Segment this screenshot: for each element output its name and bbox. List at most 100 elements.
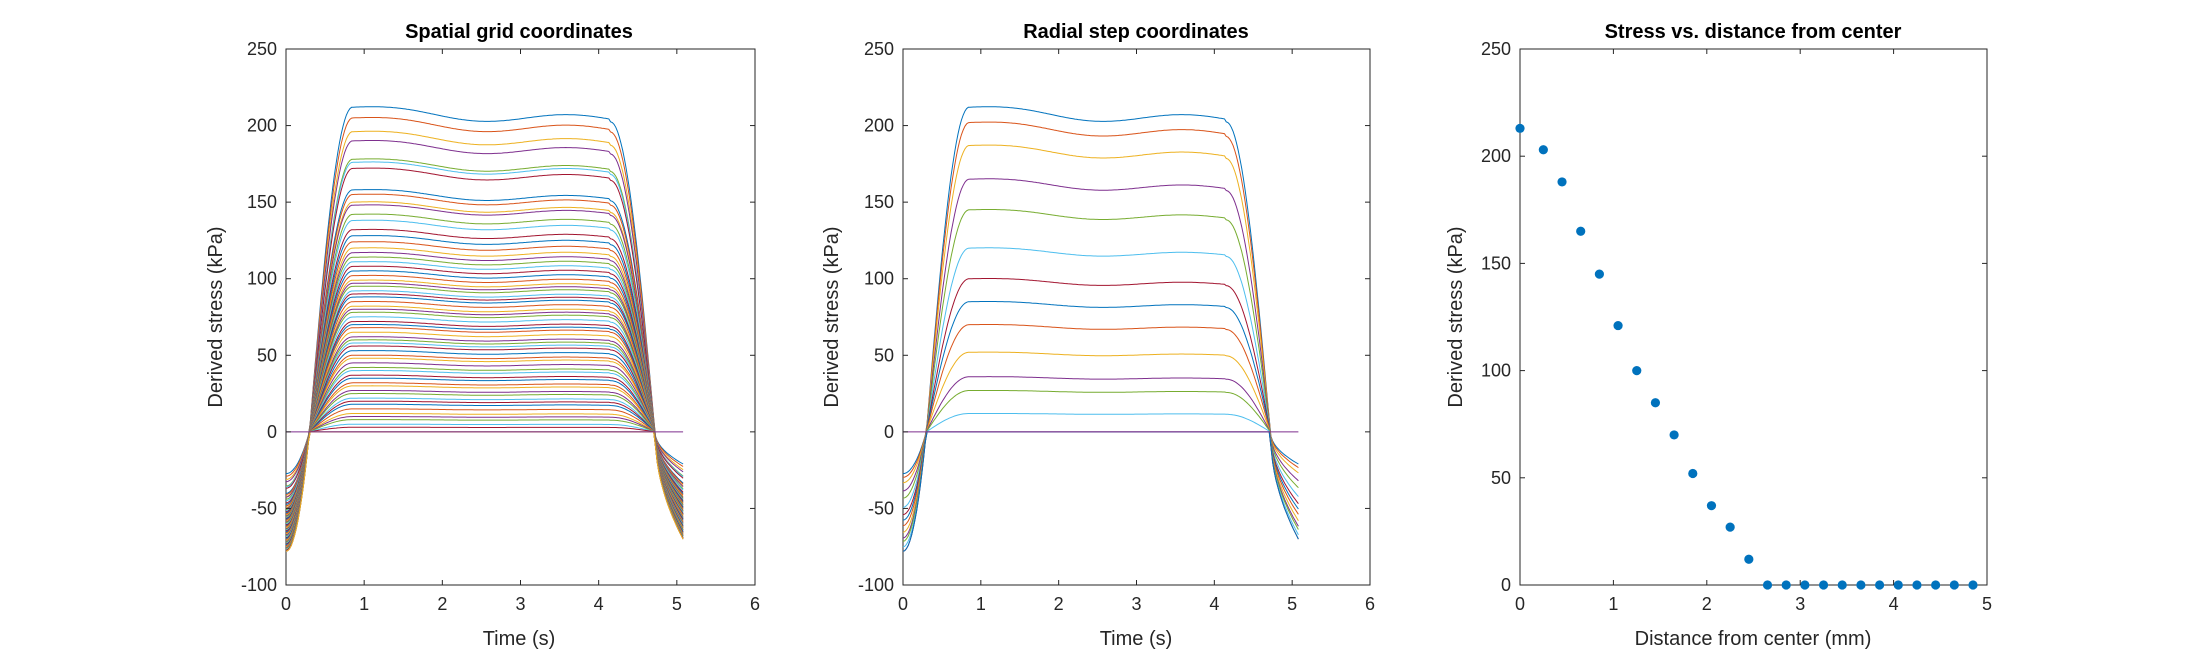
series-line xyxy=(285,228,684,504)
x-tick-label: 2 xyxy=(437,594,447,614)
series-line xyxy=(285,324,684,527)
series-line xyxy=(285,282,684,517)
series-line xyxy=(285,362,684,536)
x-tick-label: 6 xyxy=(1365,594,1375,614)
x-tick-label: 4 xyxy=(1889,594,1899,614)
series-line xyxy=(285,370,684,538)
series-line xyxy=(285,140,684,483)
y-axis-label: Derived stress (kPa) xyxy=(821,226,843,407)
y-tick-label: 50 xyxy=(257,345,277,365)
y-tick-label: 0 xyxy=(1501,575,1511,595)
series-line xyxy=(285,400,684,545)
stress-vs-distance-panel: Stress vs. distance from center 0 1 2 3 4 505… xyxy=(1445,21,1992,650)
series-line xyxy=(285,393,684,543)
x-tick-label: 3 xyxy=(1795,594,1805,614)
y-tick-label: 100 xyxy=(864,269,894,289)
x-tick-label: 2 xyxy=(1054,594,1064,614)
series-line xyxy=(285,397,684,544)
series-line xyxy=(285,167,684,489)
data-point xyxy=(1706,501,1717,511)
series-line xyxy=(285,290,684,519)
y-tick-label: 250 xyxy=(247,39,277,59)
x-axis-label: Distance from center (mm) xyxy=(1635,628,1872,650)
series-line xyxy=(902,144,1299,484)
data-point xyxy=(1837,580,1847,590)
data-point xyxy=(1931,580,1941,590)
series-line xyxy=(285,354,684,534)
y-tick-label: 150 xyxy=(864,192,894,212)
series-line xyxy=(285,382,684,541)
series-line xyxy=(285,256,684,511)
y-tick-label: 0 xyxy=(884,422,894,442)
series-line xyxy=(285,390,684,542)
data-point xyxy=(1818,580,1829,590)
y-axis-label: Derived stress (kPa) xyxy=(1445,226,1467,407)
y-tick-label: -50 xyxy=(868,498,894,518)
series-line xyxy=(902,301,1299,521)
series-line xyxy=(285,161,684,488)
series-line xyxy=(285,374,684,539)
series-layer xyxy=(285,106,684,552)
y-tick-label: 250 xyxy=(864,39,894,59)
x-tick-label: 0 xyxy=(1515,594,1525,614)
series-line xyxy=(285,279,684,516)
y-tick-label: 250 xyxy=(1481,39,1511,59)
series-line xyxy=(285,285,684,517)
series-line xyxy=(285,201,684,497)
x-tick-label: 5 xyxy=(1982,594,1992,614)
data-point xyxy=(1744,554,1754,564)
ticks-layer: 0 1 2 3 4 5 6 -100 -50 0 50 100 150 200 250 xyxy=(241,39,760,614)
x-axis-label: Time (s) xyxy=(1100,628,1173,650)
x-tick-label: 5 xyxy=(672,594,682,614)
y-tick-label: 150 xyxy=(247,192,277,212)
series-line xyxy=(285,158,684,487)
y-tick-label: 200 xyxy=(1481,146,1511,166)
series-line xyxy=(285,235,684,505)
series-line xyxy=(285,270,684,514)
data-point xyxy=(1874,580,1885,590)
plot-area xyxy=(902,48,1371,586)
series-line xyxy=(285,342,684,531)
y-tick-label: -100 xyxy=(858,575,894,595)
y-tick-label: 0 xyxy=(267,422,277,442)
series-line xyxy=(285,293,684,519)
series-line xyxy=(902,413,1299,548)
series-line xyxy=(285,117,684,477)
y-tick-label: 100 xyxy=(1481,361,1511,381)
series-line xyxy=(285,308,684,523)
series-line xyxy=(285,247,684,508)
data-point xyxy=(1968,580,1978,590)
series-line xyxy=(285,301,684,521)
series-line xyxy=(285,345,684,532)
x-tick-label: 3 xyxy=(515,594,525,614)
series-line xyxy=(285,274,684,515)
series-layer xyxy=(1515,123,1978,590)
data-point xyxy=(1669,430,1679,440)
series-line xyxy=(285,189,684,494)
series-line xyxy=(285,204,684,498)
series-line xyxy=(285,416,684,549)
series-line xyxy=(902,351,1299,533)
series-line xyxy=(902,178,1299,492)
data-point xyxy=(1576,226,1586,236)
series-line xyxy=(285,339,684,530)
series-line xyxy=(285,336,684,530)
x-tick-label: 6 xyxy=(750,594,760,614)
series-line xyxy=(285,357,684,535)
series-line xyxy=(285,130,684,480)
x-tick-label: 3 xyxy=(1131,594,1141,614)
x-axis-label: Time (s) xyxy=(483,628,556,650)
data-point xyxy=(1725,522,1735,532)
data-point xyxy=(1893,580,1903,590)
series-line xyxy=(285,320,684,526)
y-tick-label: 50 xyxy=(874,345,894,365)
series-line xyxy=(285,423,684,550)
data-point xyxy=(1949,580,1959,590)
series-line xyxy=(285,419,684,549)
series-line xyxy=(285,316,684,525)
series-line xyxy=(285,403,684,546)
series-line xyxy=(285,426,684,551)
data-point xyxy=(1538,145,1548,155)
